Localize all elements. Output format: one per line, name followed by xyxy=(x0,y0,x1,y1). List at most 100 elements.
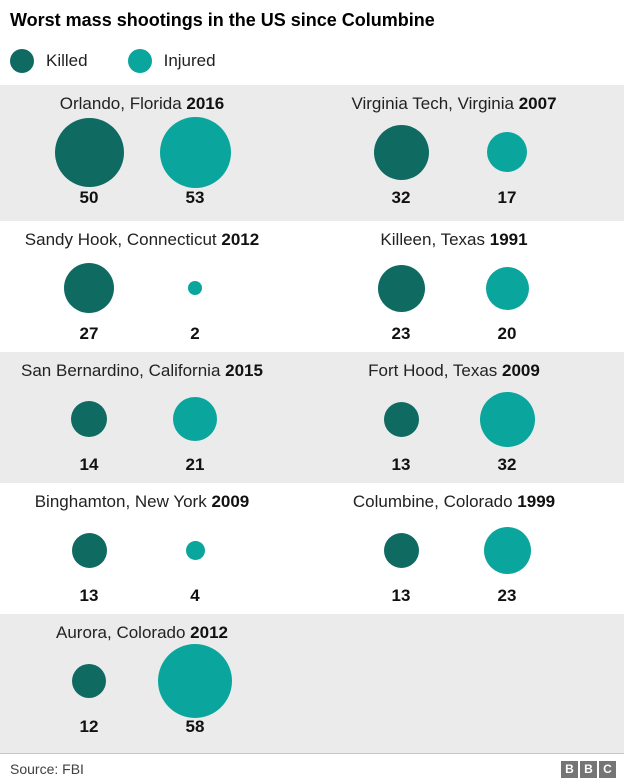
event-bubbles: 14 21 xyxy=(36,383,248,477)
killed-group: 50 xyxy=(36,116,142,210)
event-title: San Bernardino, California 2015 xyxy=(21,361,263,383)
event-cell: Sandy Hook, Connecticut 2012 27 2 xyxy=(0,221,312,352)
event-year: 2015 xyxy=(225,361,263,380)
event-bubbles: 13 23 xyxy=(348,514,560,608)
event-location: Aurora, Colorado xyxy=(55,623,191,642)
injured-bubble xyxy=(159,116,231,188)
killed-group: 27 xyxy=(36,252,142,346)
injured-value: 17 xyxy=(497,188,517,207)
event-title: Killeen, Texas 1991 xyxy=(380,230,527,252)
killed-group: 14 xyxy=(36,383,142,477)
killed-value: 13 xyxy=(79,586,99,605)
event-year: 2009 xyxy=(211,492,250,511)
injured-group: 53 xyxy=(142,116,248,210)
killed-value: 27 xyxy=(79,324,99,343)
event-location: Fort Hood, Texas xyxy=(368,361,503,380)
event-location: Virginia Tech, Virginia xyxy=(351,94,519,113)
injured-value: 23 xyxy=(497,586,517,605)
event-location: Killeen, Texas xyxy=(380,230,490,249)
killed-bubble xyxy=(64,263,114,313)
event-cell: San Bernardino, California 2015 14 21 xyxy=(0,352,312,483)
injured-value: 21 xyxy=(185,455,205,474)
event-cell: Killeen, Texas 1991 23 20 xyxy=(312,221,624,352)
event-title: Binghamton, New York 2009 xyxy=(35,492,250,514)
injured-bubble xyxy=(483,526,531,574)
killed-bubble xyxy=(71,401,107,437)
killed-bubble xyxy=(373,124,429,180)
injured-group: 58 xyxy=(142,644,248,739)
injured-value: 20 xyxy=(497,324,517,343)
injured-group: 23 xyxy=(454,514,560,608)
legend-item: Killed xyxy=(10,48,88,73)
event-year: 2009 xyxy=(502,361,540,380)
event-location: San Bernardino, California xyxy=(21,361,226,380)
injured-group: 20 xyxy=(454,252,560,346)
legend-item: Injured xyxy=(127,48,216,73)
killed-bubble xyxy=(71,532,107,568)
injured-bubble xyxy=(485,266,529,310)
event-cell: Binghamton, New York 2009 13 4 xyxy=(0,483,312,614)
killed-value: 32 xyxy=(391,188,411,207)
event-year: 2016 xyxy=(186,94,225,113)
event-title: Orlando, Florida 2016 xyxy=(60,94,224,116)
injured-value: 32 xyxy=(497,455,517,474)
killed-bubble xyxy=(54,117,124,187)
injured-group: 4 xyxy=(142,514,248,608)
killed-value: 13 xyxy=(391,455,411,474)
chart-row: Binghamton, New York 2009 13 4 Columbine… xyxy=(0,483,624,614)
killed-bubble xyxy=(383,532,419,568)
injured-group: 2 xyxy=(142,252,248,346)
event-title: Sandy Hook, Connecticut 2012 xyxy=(25,230,259,252)
legend-dot-icon xyxy=(10,48,34,73)
event-title: Virginia Tech, Virginia 2007 xyxy=(351,94,556,116)
event-cell: Aurora, Colorado 2012 12 58 xyxy=(0,614,312,753)
injured-value: 2 xyxy=(190,324,200,343)
event-location: Orlando, Florida xyxy=(59,94,187,113)
chart-header: Worst mass shootings in the US since Col… xyxy=(0,0,624,85)
event-bubbles: 50 53 xyxy=(36,116,248,210)
killed-value: 23 xyxy=(391,324,411,343)
event-year: 2012 xyxy=(190,623,228,642)
event-year: 2007 xyxy=(518,94,557,113)
bbc-logo-letter: C xyxy=(599,760,616,778)
killed-group: 13 xyxy=(36,514,142,608)
event-year: 2012 xyxy=(221,230,260,249)
event-bubbles: 12 58 xyxy=(36,644,248,739)
injured-value: 58 xyxy=(185,717,205,736)
injured-bubble xyxy=(158,644,232,718)
event-location: Columbine, Colorado xyxy=(352,492,518,511)
killed-group: 13 xyxy=(348,383,454,477)
injured-group: 32 xyxy=(454,383,560,477)
event-bubbles: 27 2 xyxy=(36,252,248,346)
event-location: Sandy Hook, Connecticut xyxy=(24,230,222,249)
killed-value: 14 xyxy=(79,455,99,474)
legend-label: Killed xyxy=(46,50,88,70)
source-label: Source: FBI xyxy=(10,761,84,777)
injured-group: 21 xyxy=(142,383,248,477)
injured-bubble xyxy=(173,397,217,441)
chart-row: Sandy Hook, Connecticut 2012 27 2 Killee… xyxy=(0,221,624,352)
event-title: Fort Hood, Texas 2009 xyxy=(368,361,540,383)
injured-bubble xyxy=(479,391,535,447)
injured-bubble xyxy=(487,132,527,172)
killed-bubble xyxy=(377,264,425,312)
injured-group: 17 xyxy=(454,116,560,210)
killed-group: 32 xyxy=(348,116,454,210)
event-cell: Fort Hood, Texas 2009 13 32 xyxy=(312,352,624,483)
event-bubbles: 23 20 xyxy=(348,252,560,346)
killed-group: 23 xyxy=(348,252,454,346)
killed-bubble xyxy=(72,664,106,698)
killed-value: 12 xyxy=(79,717,99,736)
event-cell: Columbine, Colorado 1999 13 23 xyxy=(312,483,624,614)
event-year: 1991 xyxy=(489,230,528,249)
injured-value: 4 xyxy=(190,586,200,605)
legend-label: Injured xyxy=(163,50,216,70)
event-title: Columbine, Colorado 1999 xyxy=(353,492,555,514)
legend: Killed Injured xyxy=(10,48,614,73)
injured-bubble xyxy=(188,281,202,295)
event-cell: Virginia Tech, Virginia 2007 32 17 xyxy=(312,85,624,221)
event-bubbles: 32 17 xyxy=(348,116,560,210)
killed-bubble xyxy=(383,401,419,437)
